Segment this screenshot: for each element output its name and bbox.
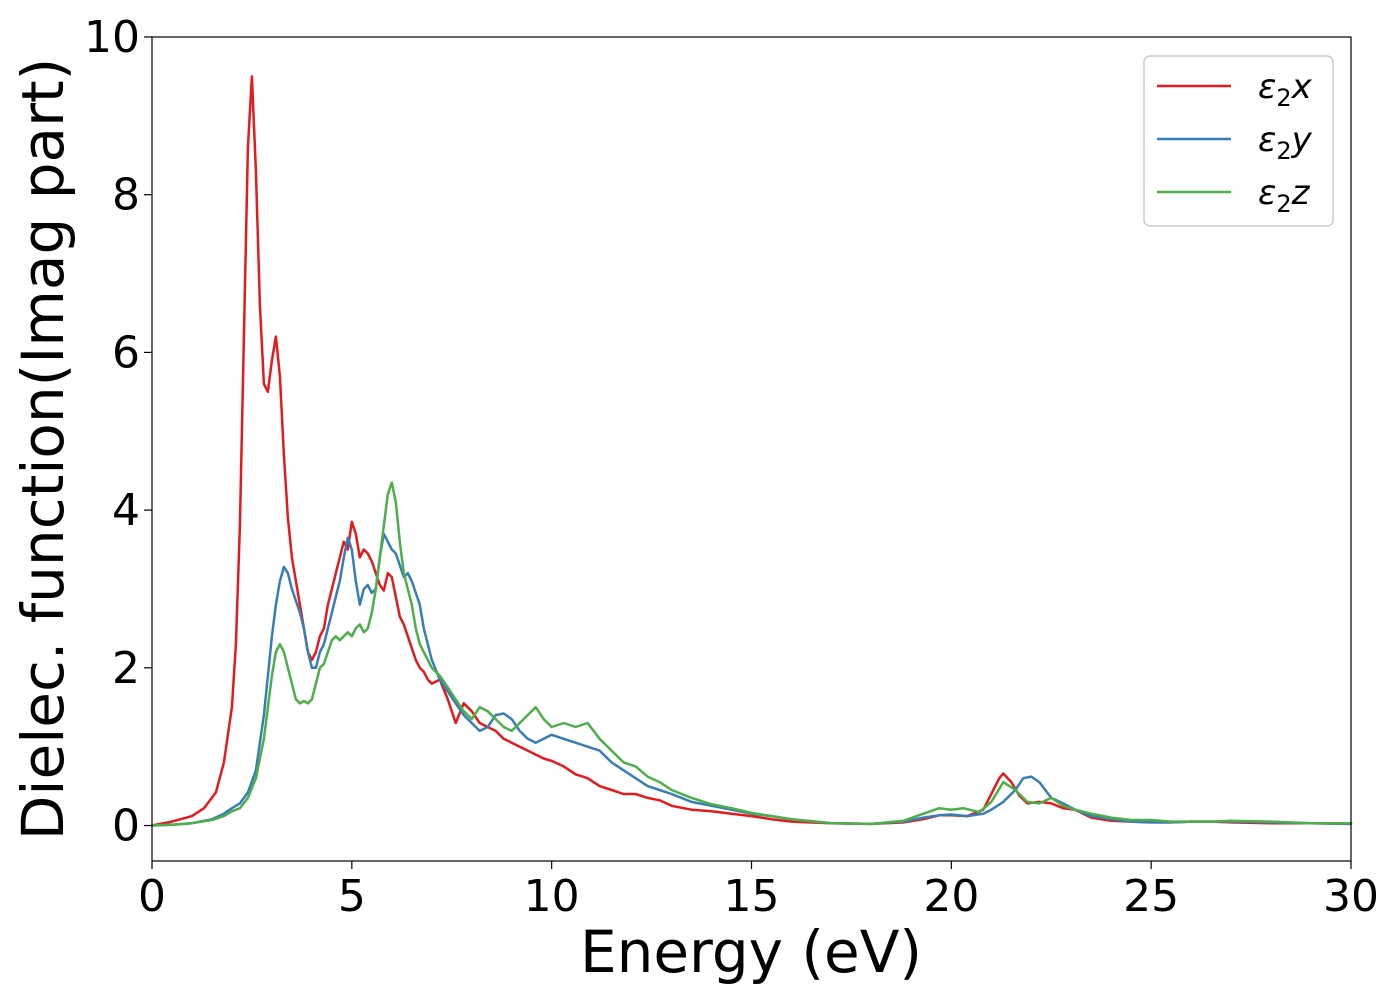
legend-label-x: ε2x: [1258, 67, 1313, 112]
x-tick-label: 20: [923, 871, 979, 922]
y-tick-label: 4: [112, 485, 140, 536]
x-axis-ticks: 0 5 10 15 20 25 30: [138, 861, 1379, 922]
x-tick-label: 15: [724, 871, 780, 922]
y-tick-label: 8: [112, 170, 140, 221]
x-tick-label: 5: [338, 871, 366, 922]
y-tick-label: 0: [112, 801, 140, 852]
series-line-z: [150, 481, 1353, 827]
y-axis-ticks: 0 2 4 6 8 10: [84, 12, 152, 852]
legend-label-y: ε2y: [1258, 120, 1313, 165]
legend-box: [1143, 55, 1334, 227]
y-tick-label: 10: [84, 12, 140, 63]
x-tick-label: 25: [1123, 871, 1179, 922]
y-tick-label: 2: [112, 643, 140, 694]
legend-label-z: ε2z: [1258, 173, 1311, 218]
series-line-y: [150, 532, 1353, 827]
legend: ε2x ε2y ε2z: [1143, 55, 1334, 227]
series-line-x: [150, 75, 1353, 827]
y-axis-title: Dielec. function(Imag part): [9, 58, 77, 841]
y-tick-label: 6: [112, 327, 140, 378]
x-tick-label: 10: [524, 871, 580, 922]
x-tick-label: 30: [1323, 871, 1379, 922]
series-layer: [150, 75, 1353, 827]
x-axis-title: Energy (eV): [580, 918, 922, 986]
x-tick-label: 0: [138, 871, 166, 922]
